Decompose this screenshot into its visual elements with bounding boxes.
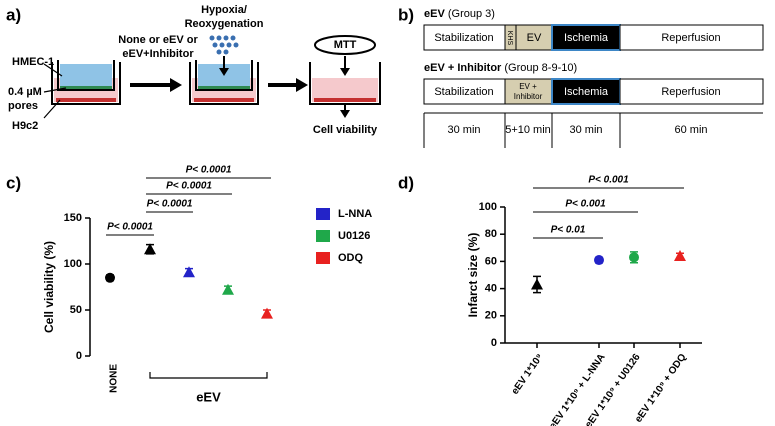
significance-label: P< 0.001 — [588, 175, 629, 186]
data-point — [105, 272, 115, 283]
y-tick-label: 60 — [485, 255, 497, 267]
duration: 60 min — [674, 124, 707, 136]
label: eEV+Inhibitor — [122, 48, 194, 60]
duration: 30 min — [447, 124, 480, 136]
x-tick-label: NONE — [109, 364, 120, 393]
y-tick-label: 150 — [64, 212, 82, 224]
label: MTT — [334, 39, 357, 51]
group-title: eEV + Inhibitor (Group 8-9-10) — [424, 62, 577, 74]
significance-label: P< 0.0001 — [186, 165, 232, 176]
legend-swatch — [316, 208, 330, 220]
data-point — [629, 252, 639, 263]
y-tick-label: 100 — [479, 201, 497, 213]
legend-swatch — [316, 252, 330, 264]
segment-label: Ischemia — [564, 86, 609, 98]
x-tick-label: eEV 1*10⁹ + ODQ — [633, 352, 689, 425]
data-point — [261, 307, 273, 319]
panel-label: a) — [6, 5, 21, 24]
group-note: (Group 3) — [448, 8, 495, 20]
significance-label: P< 0.001 — [565, 199, 606, 210]
duration: 5+10 min — [505, 124, 551, 136]
x-tick-label: eEV 1*10⁹ — [510, 352, 546, 397]
group-note: (Group 8-9-10) — [504, 62, 577, 74]
data-point — [674, 249, 686, 261]
label: 0.4 µM — [8, 86, 42, 98]
legend-swatch — [316, 230, 330, 242]
significance-label: P< 0.0001 — [147, 199, 193, 210]
data-point — [594, 255, 604, 266]
group-bracket — [149, 372, 268, 379]
segment-label: Stabilization — [434, 32, 493, 44]
label: None or eEV or — [118, 34, 198, 46]
data-point — [531, 278, 543, 290]
label: H9c2 — [12, 120, 38, 132]
panel-label: b) — [398, 5, 414, 24]
y-tick-label: 80 — [485, 228, 497, 240]
y-tick-label: 100 — [64, 258, 82, 270]
legend-label: ODQ — [338, 252, 364, 264]
legend-label: U0126 — [338, 230, 370, 242]
label: HMEC-1 — [12, 56, 54, 68]
legend-label: L-NNA — [338, 208, 372, 220]
y-axis-label: Infarct size (%) — [466, 233, 480, 318]
group-title: eEV (Group 3) — [424, 8, 495, 20]
group: eEV — [424, 8, 445, 20]
segment-label: Ischemia — [564, 32, 609, 44]
y-tick-label: 20 — [485, 310, 497, 322]
diagram-b: eEV (Group 3) Stabilization KHS EV Ische… — [423, 8, 764, 148]
data-point — [183, 266, 195, 278]
significance-label: P< 0.01 — [551, 225, 586, 236]
label: Reoxygenation — [185, 18, 264, 30]
segment-label: EV + — [519, 82, 537, 91]
data-point — [222, 283, 234, 295]
y-tick-label: 0 — [491, 337, 497, 349]
segment-label: Reperfusion — [661, 32, 720, 44]
segment-label: Inhibitor — [514, 92, 543, 101]
segment-label: EV — [527, 32, 542, 44]
data-point — [144, 243, 156, 255]
panel-label: c) — [6, 173, 21, 192]
well — [51, 60, 121, 105]
well — [189, 35, 259, 105]
duration: 30 min — [569, 124, 602, 136]
y-tick-label: 50 — [70, 304, 82, 316]
label: Cell viability — [313, 124, 378, 136]
label: Hypoxia/ — [201, 4, 247, 16]
label: pores — [8, 100, 38, 112]
y-axis-label: Cell viability (%) — [42, 241, 56, 333]
diagram-a: HMEC-1 0.4 µM pores H9c2 None or eEV or … — [8, 4, 381, 136]
segment-label: Stabilization — [434, 86, 493, 98]
significance-label: P< 0.0001 — [107, 222, 153, 233]
segment-label: KHS — [506, 31, 513, 46]
y-tick-label: 0 — [76, 350, 82, 362]
y-tick-label: 40 — [485, 283, 497, 295]
group: eEV + Inhibitor — [424, 62, 502, 74]
group-label: eEV — [196, 389, 221, 404]
significance-label: P< 0.0001 — [166, 181, 212, 192]
panel-label: d) — [398, 173, 414, 192]
segment-label: Reperfusion — [661, 86, 720, 98]
well — [309, 35, 381, 118]
